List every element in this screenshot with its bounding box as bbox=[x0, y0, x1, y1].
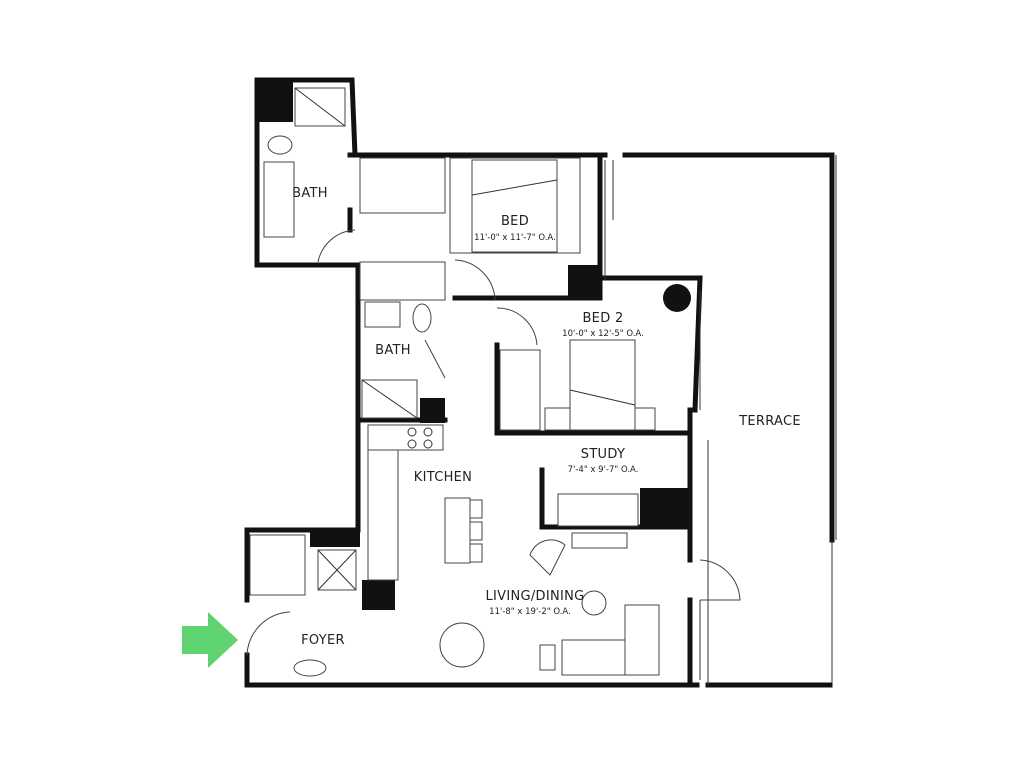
study-label: STUDY bbox=[581, 447, 625, 462]
kitchen-fixtures bbox=[367, 424, 483, 581]
study-dimensions: 7'-4" x 9'-7" O.A. bbox=[568, 465, 639, 475]
foyer-fixtures bbox=[246, 534, 357, 677]
terrace-label: TERRACE bbox=[738, 414, 801, 429]
walls bbox=[244, 77, 703, 688]
bed2-furniture bbox=[496, 290, 701, 431]
bed-dimensions: 11'-0" x 11'-7" O.A. bbox=[474, 233, 556, 243]
bath2-fixtures bbox=[361, 301, 446, 419]
living-furniture bbox=[439, 493, 741, 680]
kitchen-label: KITCHEN bbox=[414, 470, 472, 485]
bed2-label: BED 2 bbox=[582, 311, 623, 326]
bath1-label: BATH bbox=[292, 186, 328, 201]
bed-furniture bbox=[359, 157, 614, 301]
terrace-outline bbox=[622, 152, 837, 688]
bath2-label: BATH bbox=[375, 343, 411, 358]
living-label: LIVING/DINING bbox=[485, 589, 584, 604]
living-dimensions: 11'-8" x 19'-2" O.A. bbox=[489, 607, 571, 617]
bed-label: BED bbox=[501, 214, 529, 229]
bath1-fixtures bbox=[263, 87, 356, 263]
foyer-label: FOYER bbox=[301, 633, 345, 648]
entry-arrow-icon bbox=[182, 612, 238, 668]
bed2-dimensions: 10'-0" x 12'-5" O.A. bbox=[562, 329, 644, 339]
